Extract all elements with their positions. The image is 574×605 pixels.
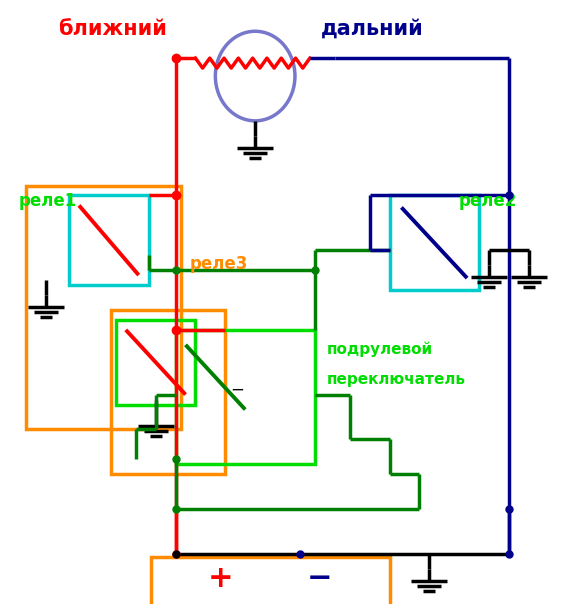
Bar [26,186,180,430]
Text: ближний: ближний [59,19,168,39]
Text: реле3: реле3 [190,255,249,273]
Text: +: + [208,564,233,594]
Text: реле1: реле1 [18,192,77,210]
Text: переключатель: переключатель [327,372,466,387]
Text: −: − [307,564,332,594]
Bar [116,320,195,405]
Text: подрулевой: подрулевой [327,341,433,357]
Text: −: − [230,381,244,399]
Bar [111,310,226,474]
Text: дальний: дальний [321,19,424,39]
Bar [176,330,315,464]
Text: реле2: реле2 [459,192,517,210]
Bar [390,195,479,290]
Bar [150,557,390,605]
Bar [69,195,149,285]
